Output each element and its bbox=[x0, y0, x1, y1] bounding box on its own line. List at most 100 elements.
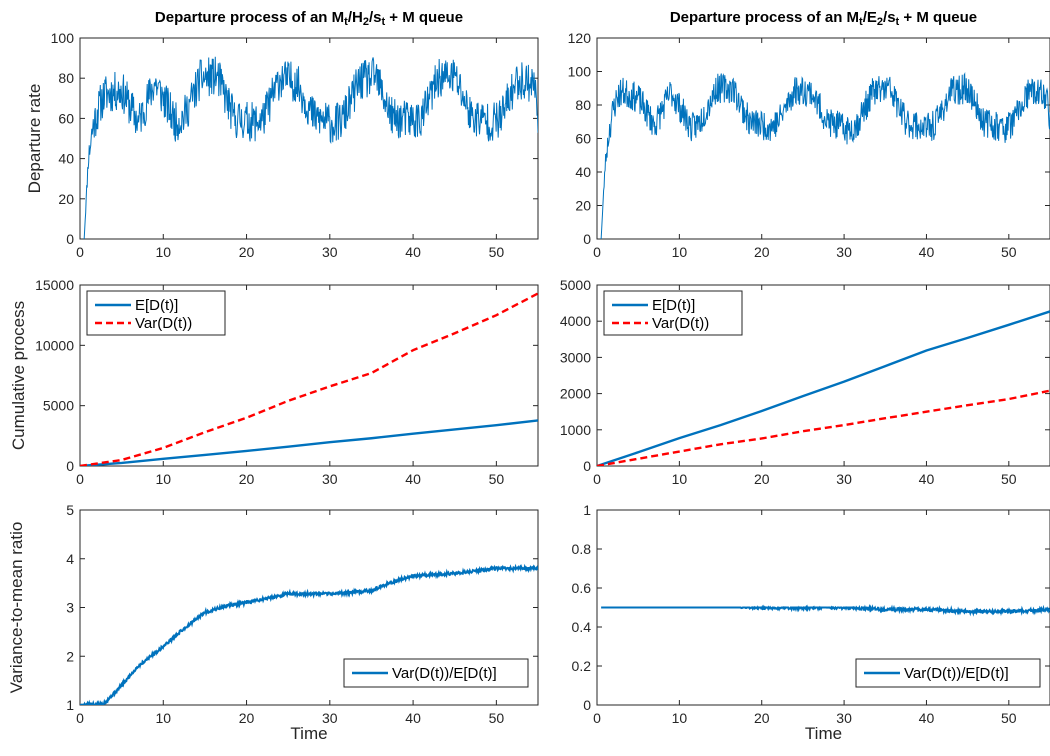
x-tick-label: 40 bbox=[405, 244, 421, 260]
x-tick-label: 40 bbox=[919, 710, 935, 726]
y-tick-label: 10000 bbox=[35, 337, 74, 353]
y-tick-label: 1 bbox=[66, 697, 74, 713]
x-tick-label: 30 bbox=[836, 710, 852, 726]
y-tick-label: 5 bbox=[66, 502, 74, 518]
x-tick-label: 50 bbox=[1001, 471, 1017, 487]
x-tick-label: 20 bbox=[754, 471, 770, 487]
x-tick-label: 50 bbox=[489, 710, 505, 726]
subplot-5: 0 10 20 30 40 50 1 2 3 4 5 Variance-to-mean ratio Ti… bbox=[7, 502, 539, 743]
x-tick-label: 30 bbox=[322, 471, 338, 487]
x-tick-label: 10 bbox=[155, 244, 171, 260]
subplot-6: 0 10 20 30 40 50 0 0.2 0.4 0.6 0.8 1 Time Var(D(t))/E… bbox=[572, 502, 1050, 743]
y-tick-label: 0 bbox=[66, 458, 74, 474]
y-tick-label: 15000 bbox=[35, 277, 74, 293]
legend-label: E[D(t)] bbox=[652, 297, 695, 314]
x-tick-label: 0 bbox=[76, 471, 84, 487]
series-line-1 bbox=[83, 56, 538, 239]
series-line-1 bbox=[597, 310, 1050, 466]
y-axis-label: Cumulative process bbox=[9, 301, 28, 450]
legend-label: Var(D(t))/E[D(t)] bbox=[904, 665, 1009, 682]
chart-title: Departure process of an Mt/E2/st + M que… bbox=[670, 9, 977, 28]
y-tick-label: 1 bbox=[583, 502, 591, 518]
series-line-1 bbox=[80, 419, 538, 466]
x-tick-label: 10 bbox=[672, 244, 688, 260]
x-tick-label: 30 bbox=[322, 710, 338, 726]
series-line-1 bbox=[600, 72, 1050, 239]
x-tick-label: 30 bbox=[322, 244, 338, 260]
x-tick-label: 30 bbox=[836, 471, 852, 487]
x-tick-label: 20 bbox=[239, 471, 255, 487]
y-axis-label: Departure rate bbox=[25, 84, 44, 194]
y-tick-label: 3 bbox=[66, 600, 74, 616]
x-tick-label: 50 bbox=[1001, 710, 1017, 726]
y-tick-label: 80 bbox=[58, 70, 74, 86]
legend-label: Var(D(t)) bbox=[652, 315, 709, 332]
y-tick-label: 1000 bbox=[560, 422, 591, 438]
x-tick-label: 40 bbox=[405, 710, 421, 726]
x-tick-label: 20 bbox=[754, 244, 770, 260]
y-tick-label: 100 bbox=[51, 30, 75, 46]
y-tick-label: 60 bbox=[58, 110, 74, 126]
y-tick-label: 3000 bbox=[560, 349, 591, 365]
y-tick-label: 4000 bbox=[560, 313, 591, 329]
subplot-1: 0 10 20 30 40 50 0 20 40 60 80 100 Departure process… bbox=[25, 9, 539, 260]
x-tick-label: 0 bbox=[593, 471, 601, 487]
legend: Var(D(t))/E[D(t)] bbox=[855, 658, 1041, 688]
x-tick-label: 0 bbox=[76, 244, 84, 260]
x-tick-label: 10 bbox=[672, 710, 688, 726]
y-axis-label: Variance-to-mean ratio bbox=[7, 522, 26, 694]
x-tick-label: 20 bbox=[754, 710, 770, 726]
x-tick-label: 20 bbox=[239, 244, 255, 260]
x-tick-label: 10 bbox=[155, 710, 171, 726]
x-axis-label: Time bbox=[805, 724, 842, 743]
y-tick-label: 0 bbox=[583, 458, 591, 474]
axes-box bbox=[79, 37, 539, 240]
y-tick-label: 4 bbox=[66, 551, 74, 567]
x-tick-label: 10 bbox=[672, 471, 688, 487]
x-axis-label: Time bbox=[290, 724, 327, 743]
y-tick-label: 120 bbox=[568, 30, 592, 46]
x-tick-label: 50 bbox=[1001, 244, 1017, 260]
legend: E[D(t)]Var(D(t)) bbox=[603, 290, 743, 336]
y-tick-label: 2 bbox=[66, 648, 74, 664]
x-tick-label: 50 bbox=[489, 471, 505, 487]
y-tick-label: 100 bbox=[568, 64, 592, 80]
legend-label: Var(D(t))/E[D(t)] bbox=[392, 665, 497, 682]
y-tick-label: 0 bbox=[583, 231, 591, 247]
subplot-3: 0 10 20 30 40 50 0 5000 10000 15000 Cumulative pro… bbox=[9, 277, 539, 487]
legend-label: E[D(t)] bbox=[135, 297, 178, 314]
x-tick-label: 40 bbox=[919, 244, 935, 260]
y-tick-label: 20 bbox=[58, 191, 74, 207]
y-tick-label: 0.2 bbox=[572, 658, 592, 674]
y-tick-label: 0.8 bbox=[572, 541, 592, 557]
axes-box bbox=[596, 37, 1050, 240]
x-tick-label: 20 bbox=[239, 710, 255, 726]
series-line-2 bbox=[80, 292, 538, 466]
legend-label: Var(D(t)) bbox=[135, 315, 192, 332]
y-tick-label: 20 bbox=[575, 198, 591, 214]
x-tick-label: 10 bbox=[155, 471, 171, 487]
x-tick-label: 30 bbox=[836, 244, 852, 260]
series-line-1 bbox=[601, 603, 1050, 617]
y-tick-label: 60 bbox=[575, 131, 591, 147]
y-tick-label: 5000 bbox=[560, 277, 591, 293]
subplot-2: 0 10 20 30 40 50 0 20 40 60 80 100 120 Departure proc… bbox=[568, 9, 1050, 260]
x-tick-label: 0 bbox=[593, 244, 601, 260]
legend: E[D(t)]Var(D(t)) bbox=[86, 290, 226, 336]
series-line-1 bbox=[80, 563, 538, 705]
legend: Var(D(t))/E[D(t)] bbox=[343, 658, 529, 688]
x-tick-label: 0 bbox=[76, 710, 84, 726]
y-tick-label: 0.4 bbox=[572, 619, 592, 635]
y-tick-label: 40 bbox=[575, 164, 591, 180]
chart-title: Departure process of an Mt/H2/st + M que… bbox=[155, 9, 463, 28]
y-tick-label: 80 bbox=[575, 97, 591, 113]
y-tick-label: 2000 bbox=[560, 386, 591, 402]
y-tick-label: 40 bbox=[58, 151, 74, 167]
x-tick-label: 40 bbox=[919, 471, 935, 487]
x-tick-label: 40 bbox=[405, 471, 421, 487]
y-tick-label: 0 bbox=[583, 697, 591, 713]
subplot-4: 0 10 20 30 40 50 0 1000 2000 3000 4000 5000 E[D(t)]V… bbox=[560, 277, 1050, 487]
x-tick-label: 50 bbox=[489, 244, 505, 260]
y-tick-label: 5000 bbox=[43, 398, 74, 414]
